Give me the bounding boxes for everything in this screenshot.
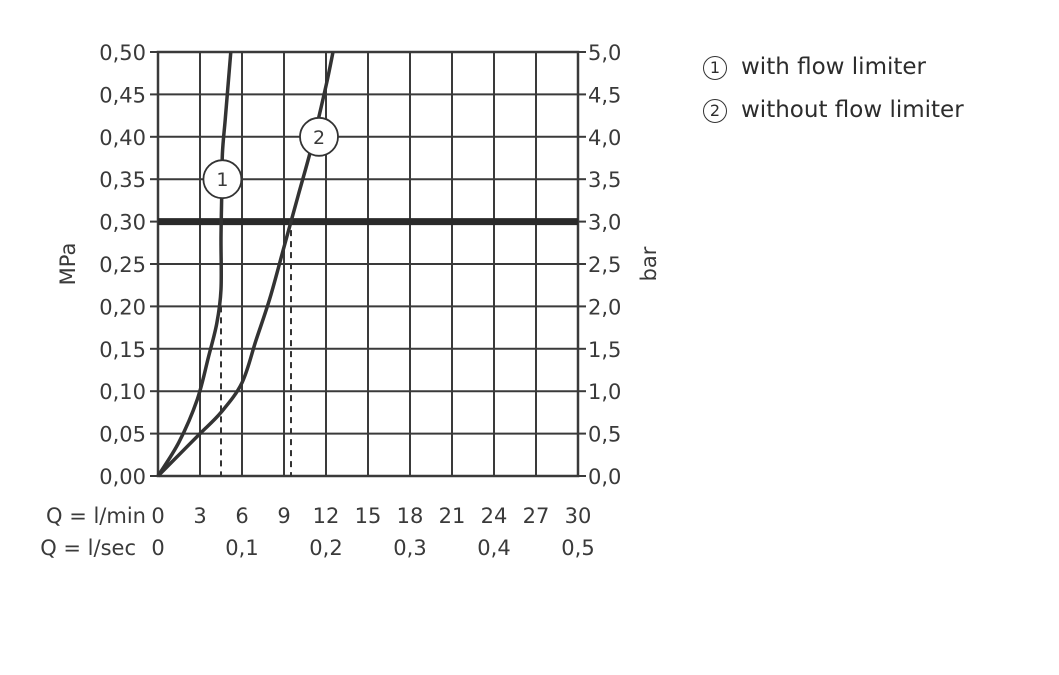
- x-tick-label-lmin: 21: [439, 504, 466, 528]
- series-marker-label-2: 2: [313, 127, 325, 149]
- x-tick-label-lmin: 3: [193, 504, 206, 528]
- y-tick-label-right: 1,0: [588, 380, 621, 404]
- y-axis-label-left: MPa: [56, 243, 80, 286]
- y-tick-label-right: 3,5: [588, 168, 621, 192]
- x-tick-label-lmin: 15: [355, 504, 382, 528]
- series-line-1: [156, 51, 233, 477]
- x-tick-label-lmin: 9: [277, 504, 290, 528]
- x-axis-label-lsec: Q = l/sec: [40, 536, 136, 560]
- y-tick-label-right: 4,0: [588, 126, 621, 150]
- y-tick-label-left: 0,50: [99, 41, 146, 65]
- x-axis-label-lmin: Q = l/min: [46, 504, 146, 528]
- y-tick-label-right: 0,0: [588, 465, 621, 489]
- series-marker-label-1: 1: [216, 169, 228, 191]
- legend: 1 with flow limiter 2 without flow limit…: [703, 46, 964, 132]
- x-tick-label-lmin: 18: [397, 504, 424, 528]
- legend-label-2: without flow limiter: [741, 97, 964, 123]
- y-axis-label-right: bar: [637, 246, 661, 281]
- legend-label-1: with flow limiter: [741, 54, 926, 80]
- y-tick-label-left: 0,00: [99, 465, 146, 489]
- y-tick-label-left: 0,35: [99, 168, 146, 192]
- y-tick-label-right: 2,5: [588, 253, 621, 277]
- x-tick-label-lsec: 0,5: [561, 536, 594, 560]
- y-tick-label-left: 0,40: [99, 126, 146, 150]
- y-tick-label-right: 0,5: [588, 423, 621, 447]
- y-tick-label-left: 0,10: [99, 380, 146, 404]
- x-tick-label-lmin: 30: [565, 504, 592, 528]
- x-tick-label-lsec: 0,3: [393, 536, 426, 560]
- x-tick-label-lmin: 27: [523, 504, 550, 528]
- x-tick-label-lmin: 24: [481, 504, 508, 528]
- x-tick-label-lmin: 12: [313, 504, 340, 528]
- y-tick-label-left: 0,45: [99, 83, 146, 107]
- x-tick-label-lsec: 0,1: [225, 536, 258, 560]
- series-marker-circle-2: [299, 116, 339, 157]
- y-tick-label-right: 4,5: [588, 83, 621, 107]
- y-tick-label-right: 3,0: [588, 211, 621, 235]
- legend-item-2: 2 without flow limiter: [703, 89, 964, 132]
- y-tick-label-left: 0,25: [99, 253, 146, 277]
- legend-marker-1: 1: [703, 55, 727, 80]
- y-tick-label-right: 1,5: [588, 338, 621, 362]
- y-tick-label-left: 0,20: [99, 295, 146, 319]
- y-tick-label-right: 2,0: [588, 295, 621, 319]
- x-tick-label-lmin: 0: [151, 504, 164, 528]
- plot-frame: [156, 50, 580, 478]
- x-tick-label-lsec: 0,4: [477, 536, 510, 560]
- x-tick-label-lmin: 6: [235, 504, 248, 528]
- y-tick-label-right: 5,0: [588, 41, 621, 65]
- x-tick-label-lsec: 0,2: [309, 536, 342, 560]
- legend-item-1: 1 with flow limiter: [703, 46, 964, 89]
- y-tick-label-left: 0,30: [99, 211, 146, 235]
- legend-marker-2: 2: [703, 98, 727, 123]
- y-tick-label-left: 0,15: [99, 338, 146, 362]
- x-tick-label-lsec: 0: [151, 536, 164, 560]
- series-marker-circle-1: [202, 159, 243, 200]
- y-tick-label-left: 0,05: [99, 423, 146, 447]
